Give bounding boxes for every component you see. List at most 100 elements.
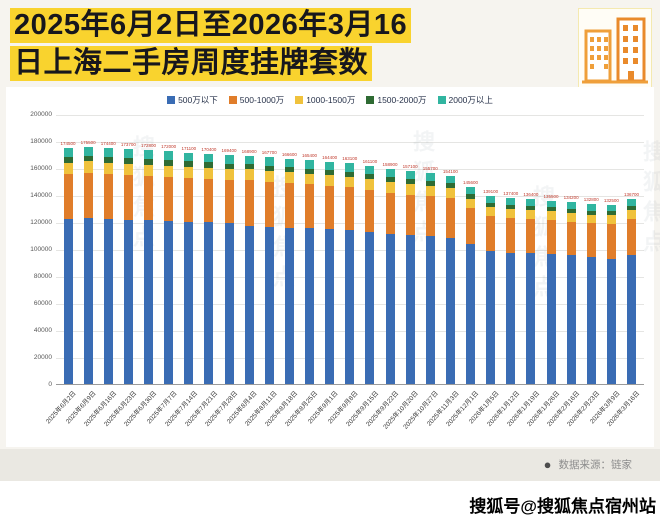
bar-segment[interactable] <box>385 177 395 183</box>
bar-column[interactable]: 136400 <box>523 192 538 384</box>
bar-segment[interactable] <box>184 221 194 384</box>
bar-segment[interactable] <box>204 178 214 223</box>
bar-segment[interactable] <box>466 244 476 384</box>
bar-segment[interactable] <box>586 204 596 211</box>
bar-column[interactable]: 173700 <box>121 142 136 384</box>
bar-column[interactable]: 137400 <box>503 191 518 384</box>
bar-segment[interactable] <box>405 184 415 195</box>
bar-segment[interactable] <box>264 170 274 182</box>
bar-column[interactable]: 165400 <box>302 153 317 384</box>
bar-segment[interactable] <box>325 228 335 384</box>
bar-segment[interactable] <box>284 227 294 384</box>
bar-segment[interactable] <box>546 220 556 254</box>
bar-segment[interactable] <box>103 157 113 163</box>
bar-segment[interactable] <box>325 161 335 170</box>
bar-segment[interactable] <box>284 167 294 173</box>
bar-segment[interactable] <box>546 253 556 384</box>
bar-segment[interactable] <box>83 161 93 173</box>
bar-segment[interactable] <box>425 236 435 384</box>
bar-column[interactable]: 170400 <box>201 147 216 384</box>
bar-segment[interactable] <box>566 202 576 209</box>
bar-segment[interactable] <box>405 171 415 180</box>
bar-segment[interactable] <box>466 208 476 245</box>
bar-segment[interactable] <box>103 162 113 175</box>
bar-segment[interactable] <box>586 210 596 215</box>
bar-segment[interactable] <box>627 209 637 219</box>
bar-segment[interactable] <box>345 171 355 177</box>
bar-segment[interactable] <box>385 192 395 234</box>
bar-segment[interactable] <box>264 181 274 227</box>
bar-column[interactable]: 158900 <box>383 162 398 384</box>
bar-segment[interactable] <box>526 219 536 254</box>
bar-segment[interactable] <box>345 229 355 384</box>
bar-segment[interactable] <box>345 163 355 172</box>
bar-segment[interactable] <box>63 218 73 384</box>
bar-segment[interactable] <box>506 209 516 219</box>
bar-segment[interactable] <box>425 173 435 182</box>
bar-segment[interactable] <box>244 155 254 165</box>
bar-segment[interactable] <box>284 158 294 168</box>
bar-segment[interactable] <box>224 163 234 169</box>
bar-segment[interactable] <box>305 184 315 229</box>
bar-column[interactable]: 134200 <box>564 195 579 384</box>
bar-segment[interactable] <box>123 149 133 159</box>
bar-segment[interactable] <box>506 204 516 210</box>
bar-segment[interactable] <box>627 199 637 206</box>
bar-segment[interactable] <box>365 189 375 232</box>
bar-segment[interactable] <box>405 179 415 185</box>
bar-segment[interactable] <box>264 165 274 171</box>
bar-segment[interactable] <box>466 198 476 209</box>
bar-segment[interactable] <box>144 159 154 165</box>
bar-segment[interactable] <box>83 146 93 156</box>
bar-segment[interactable] <box>284 183 294 228</box>
bar-segment[interactable] <box>123 158 133 164</box>
bar-segment[interactable] <box>445 237 455 384</box>
bar-segment[interactable] <box>445 187 455 198</box>
bar-segment[interactable] <box>264 157 274 166</box>
bar-column[interactable]: 154100 <box>443 169 458 384</box>
bar-column[interactable]: 132500 <box>604 198 619 384</box>
bar-column[interactable]: 145600 <box>463 180 478 384</box>
bar-segment[interactable] <box>264 226 274 384</box>
bar-segment[interactable] <box>486 251 496 384</box>
legend-item[interactable]: 1500-2000万 <box>366 94 427 106</box>
bar-segment[interactable] <box>103 148 113 158</box>
bar-segment[interactable] <box>627 254 637 384</box>
bar-segment[interactable] <box>526 199 536 207</box>
bar-segment[interactable] <box>445 197 455 238</box>
bar-segment[interactable] <box>123 163 133 175</box>
bar-column[interactable]: 164400 <box>322 155 337 384</box>
bar-segment[interactable] <box>566 209 576 214</box>
bar-segment[interactable] <box>586 223 596 257</box>
bar-segment[interactable] <box>204 222 214 384</box>
bar-column[interactable]: 166600 <box>282 152 297 384</box>
bar-segment[interactable] <box>244 180 254 227</box>
bar-segment[interactable] <box>486 206 496 217</box>
legend-item[interactable]: 500万以下 <box>167 94 218 106</box>
bar-segment[interactable] <box>506 198 516 205</box>
bar-segment[interactable] <box>586 256 596 384</box>
bar-segment[interactable] <box>83 155 93 162</box>
bar-segment[interactable] <box>224 154 234 164</box>
bar-segment[interactable] <box>244 164 254 170</box>
bar-segment[interactable] <box>305 160 315 169</box>
bar-segment[interactable] <box>606 211 616 216</box>
bar-segment[interactable] <box>405 194 415 236</box>
bar-segment[interactable] <box>445 175 455 184</box>
bar-segment[interactable] <box>546 211 556 221</box>
bar-segment[interactable] <box>566 255 576 384</box>
bar-segment[interactable] <box>244 169 254 181</box>
bar-segment[interactable] <box>345 187 355 230</box>
bar-segment[interactable] <box>466 194 476 199</box>
bar-segment[interactable] <box>486 216 496 252</box>
bar-segment[interactable] <box>385 182 395 193</box>
bar-segment[interactable] <box>63 148 73 158</box>
bar-segment[interactable] <box>486 202 496 207</box>
bar-segment[interactable] <box>526 253 536 384</box>
bar-column[interactable]: 167700 <box>262 150 277 384</box>
bar-segment[interactable] <box>546 207 556 212</box>
bar-segment[interactable] <box>123 219 133 384</box>
bar-column[interactable]: 136700 <box>624 192 639 384</box>
bar-segment[interactable] <box>385 233 395 384</box>
bar-segment[interactable] <box>224 179 234 223</box>
